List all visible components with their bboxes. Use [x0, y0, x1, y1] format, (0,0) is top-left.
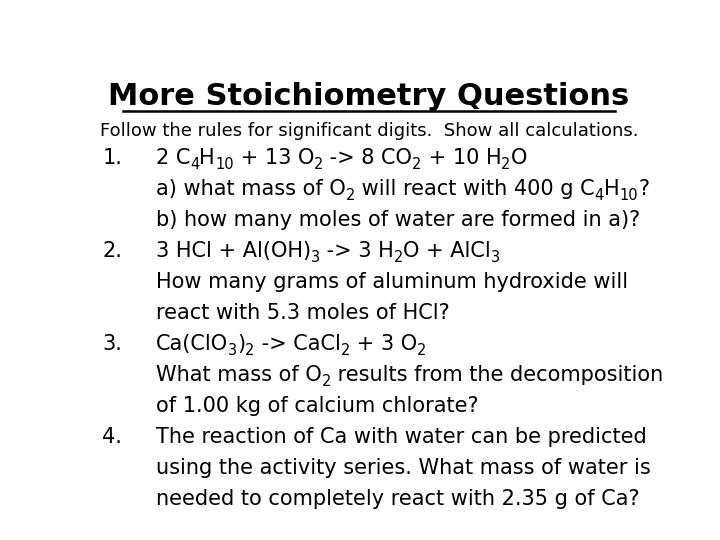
Text: 3.: 3. — [102, 334, 122, 354]
Text: 3: 3 — [491, 250, 500, 265]
Text: using the activity series. What mass of water is: using the activity series. What mass of … — [156, 458, 651, 478]
Text: 2: 2 — [501, 157, 510, 172]
Text: -> 8 CO: -> 8 CO — [323, 148, 413, 168]
Text: 2: 2 — [413, 157, 422, 172]
Text: ): ) — [237, 334, 246, 354]
Text: 2: 2 — [417, 343, 426, 358]
Text: ?: ? — [638, 179, 649, 199]
Text: 2: 2 — [314, 157, 323, 172]
Text: needed to completely react with 2.35 g of Ca?: needed to completely react with 2.35 g o… — [156, 489, 639, 509]
Text: 2: 2 — [346, 188, 355, 203]
Text: 4: 4 — [190, 157, 199, 172]
Text: More Stoichiometry Questions: More Stoichiometry Questions — [109, 82, 629, 111]
Text: + 3 O: + 3 O — [350, 334, 417, 354]
Text: 3: 3 — [311, 250, 320, 265]
Text: 4: 4 — [595, 188, 604, 203]
Text: react with 5.3 moles of HCl?: react with 5.3 moles of HCl? — [156, 303, 449, 323]
Text: Ca(ClO: Ca(ClO — [156, 334, 228, 354]
Text: 3 HCl + Al(OH): 3 HCl + Al(OH) — [156, 241, 311, 261]
Text: H: H — [604, 179, 619, 199]
Text: How many grams of aluminum hydroxide will: How many grams of aluminum hydroxide wil… — [156, 272, 628, 292]
Text: O: O — [510, 148, 527, 168]
Text: results from the decomposition: results from the decomposition — [331, 365, 663, 385]
Text: 4.: 4. — [102, 427, 122, 447]
Text: will react with 400 g C: will react with 400 g C — [355, 179, 595, 199]
Text: b) how many moles of water are formed in a)?: b) how many moles of water are formed in… — [156, 210, 640, 230]
Text: H: H — [199, 148, 215, 168]
Text: 1.: 1. — [102, 148, 122, 168]
Text: 3: 3 — [228, 343, 237, 358]
Text: 2 C: 2 C — [156, 148, 190, 168]
Text: 2.: 2. — [102, 241, 122, 261]
Text: 2: 2 — [394, 250, 403, 265]
Text: 10: 10 — [619, 188, 638, 203]
Text: -> 3 H: -> 3 H — [320, 241, 394, 261]
Text: + 13 O: + 13 O — [234, 148, 314, 168]
Text: -> CaCl: -> CaCl — [255, 334, 341, 354]
Text: + 10 H: + 10 H — [422, 148, 501, 168]
Text: What mass of O: What mass of O — [156, 365, 322, 385]
Text: 2: 2 — [341, 343, 350, 358]
Text: Follow the rules for significant digits.  Show all calculations.: Follow the rules for significant digits.… — [100, 122, 638, 140]
Text: 2: 2 — [246, 343, 255, 358]
Text: of 1.00 kg of calcium chlorate?: of 1.00 kg of calcium chlorate? — [156, 396, 479, 416]
Text: a) what mass of O: a) what mass of O — [156, 179, 346, 199]
Text: The reaction of Ca with water can be predicted: The reaction of Ca with water can be pre… — [156, 427, 647, 447]
Text: 2: 2 — [322, 374, 331, 389]
Text: 10: 10 — [215, 157, 234, 172]
Text: O + AlCl: O + AlCl — [403, 241, 491, 261]
